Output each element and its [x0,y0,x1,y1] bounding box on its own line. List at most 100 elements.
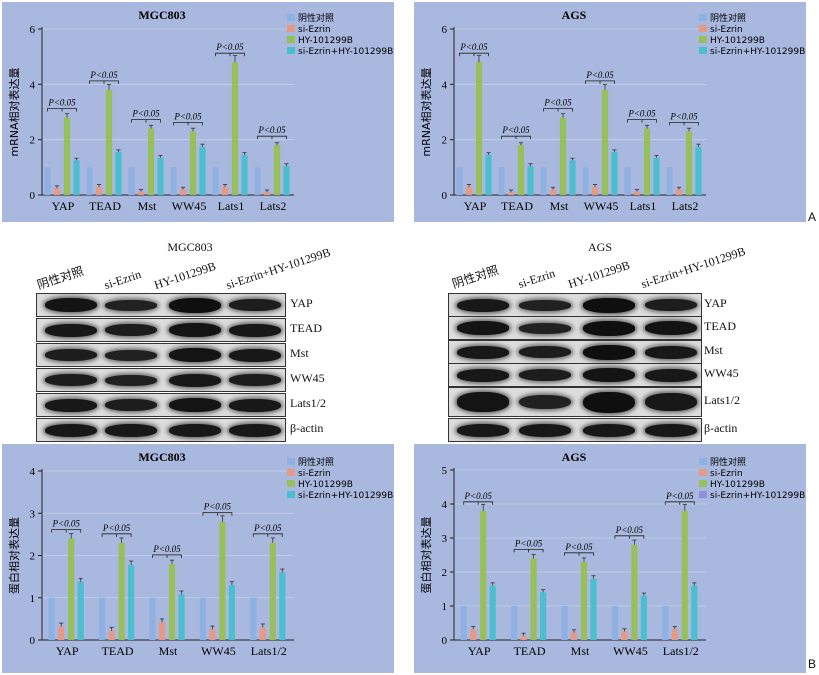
x-tick-label: TEAD [501,199,533,213]
lane-label: si-Ezrin [102,266,143,293]
protein-label: Mst [290,346,309,360]
bar-2 [273,145,281,195]
y-tick-label: 2 [442,135,448,147]
protein-band [583,391,635,413]
x-tick-label: Mst [550,199,569,213]
p-value-label: P<0.05 [215,42,244,52]
y-axis-label: mRNA相对表达量 [7,67,21,156]
bar-1 [263,192,271,195]
x-tick-label: WW45 [172,199,207,213]
p-value-label: P<0.05 [257,125,286,135]
blot-strip [448,387,702,417]
bar-2 [685,131,693,195]
p-value-label: P<0.05 [131,109,160,119]
bar-1 [95,186,103,195]
bar-1 [179,189,187,195]
y-tick-label: 1 [30,593,36,605]
protein-label: WW45 [290,371,325,385]
y-tick-label: 4 [30,466,36,478]
y-tick-label: 2 [442,567,448,579]
chart-title: MGC803 [138,8,185,22]
bar-0 [44,167,51,195]
blot-strip [36,418,286,442]
p-value-label: P<0.05 [665,491,694,501]
legend-entry: si-Ezrin [298,25,331,35]
bar-0 [666,167,673,195]
chart-title: AGS [562,8,587,22]
protein-band [45,323,97,337]
protein-band [583,344,635,360]
p-value-label: P<0.05 [627,109,656,119]
bar-3 [77,581,84,640]
bar-2 [475,62,483,196]
chart-panel-ags-mrna: AGS 0 2 4 6 mRNA相对表达量 P<0.05 YAP P<0.05 TEAD P<0.0… [414,2,806,222]
bar-0 [662,606,669,640]
chart-title: MGC803 [138,450,185,464]
blot-strip [448,316,702,340]
protein-band [229,398,281,412]
bar-1 [58,626,65,640]
y-tick-label: 2 [30,135,36,147]
blot-strip [448,293,702,317]
x-tick-label: Lats1 [218,199,245,213]
protein-band [45,423,97,437]
y-axis-label: mRNA相对表达量 [419,67,433,156]
bar-1 [570,632,578,640]
protein-band [519,322,571,334]
bar-0 [199,597,206,640]
legend-swatch [699,469,707,476]
bar-3 [569,160,576,195]
y-tick-label: 0 [30,635,36,647]
bar-3 [279,572,286,640]
bar-2 [231,62,239,196]
bar-0 [250,597,257,640]
legend-entry: HY-101299B [710,36,765,46]
bar-0 [582,167,589,195]
protein-label: β-actin [704,421,738,435]
lane-label: si-Ezrin [516,265,557,292]
bar-0 [498,167,505,195]
bar-2 [105,89,113,195]
figure-label-b: B [808,657,817,671]
legend-entry: si-Ezrin+HY-101299B [710,491,805,501]
protein-band [105,324,157,336]
protein-band [645,423,697,437]
protein-band [45,374,97,386]
protein-band [229,423,281,437]
protein-band [169,348,221,362]
protein-band [45,349,97,361]
y-tick-label: 1 [442,601,448,613]
bar-3 [115,152,122,195]
legend-swatch [699,458,707,465]
protein-band [583,368,635,382]
protein-band [519,369,571,381]
x-tick-label: Lats2 [672,199,699,213]
significance-bracket [47,108,77,112]
protein-band [169,398,221,412]
legend-entry: si-Ezrin+HY-101299B [710,47,805,57]
blot-strip [36,293,286,317]
legend-swatch [699,25,707,32]
protein-band [105,349,157,361]
x-tick-label: Lats2 [260,199,287,213]
bar-1 [221,186,229,195]
p-value-label: P<0.05 [543,98,572,108]
protein-band [583,423,635,437]
bar-2 [530,558,537,640]
bar-1 [465,186,473,195]
significance-bracket [543,108,573,112]
protein-band [229,299,281,311]
legend-swatch [287,491,295,498]
bar-0 [540,167,547,195]
bar-0 [456,167,463,195]
bar-chart-mgc803-protein: MGC803 0 1 2 3 4 蛋白相对表达量 P<0.05 YAP P<0.05 TEAD P<0… [7,450,393,658]
blot-strip [36,343,286,367]
x-tick-label: TEAD [514,644,546,658]
y-axis-label: 蛋白相对表达量 [419,517,433,594]
protein-label: β-actin [290,421,324,435]
chart-panel-mgc803-protein: MGC803 0 1 2 3 4 蛋白相对表达量 P<0.05 YAP P<0.05 TEAD P<0… [2,444,394,673]
x-tick-label: Mst [571,644,590,658]
legend-swatch [287,14,295,21]
legend-entry: 阴性对照 [710,456,746,468]
lane-label: HY-101299B [566,257,632,292]
